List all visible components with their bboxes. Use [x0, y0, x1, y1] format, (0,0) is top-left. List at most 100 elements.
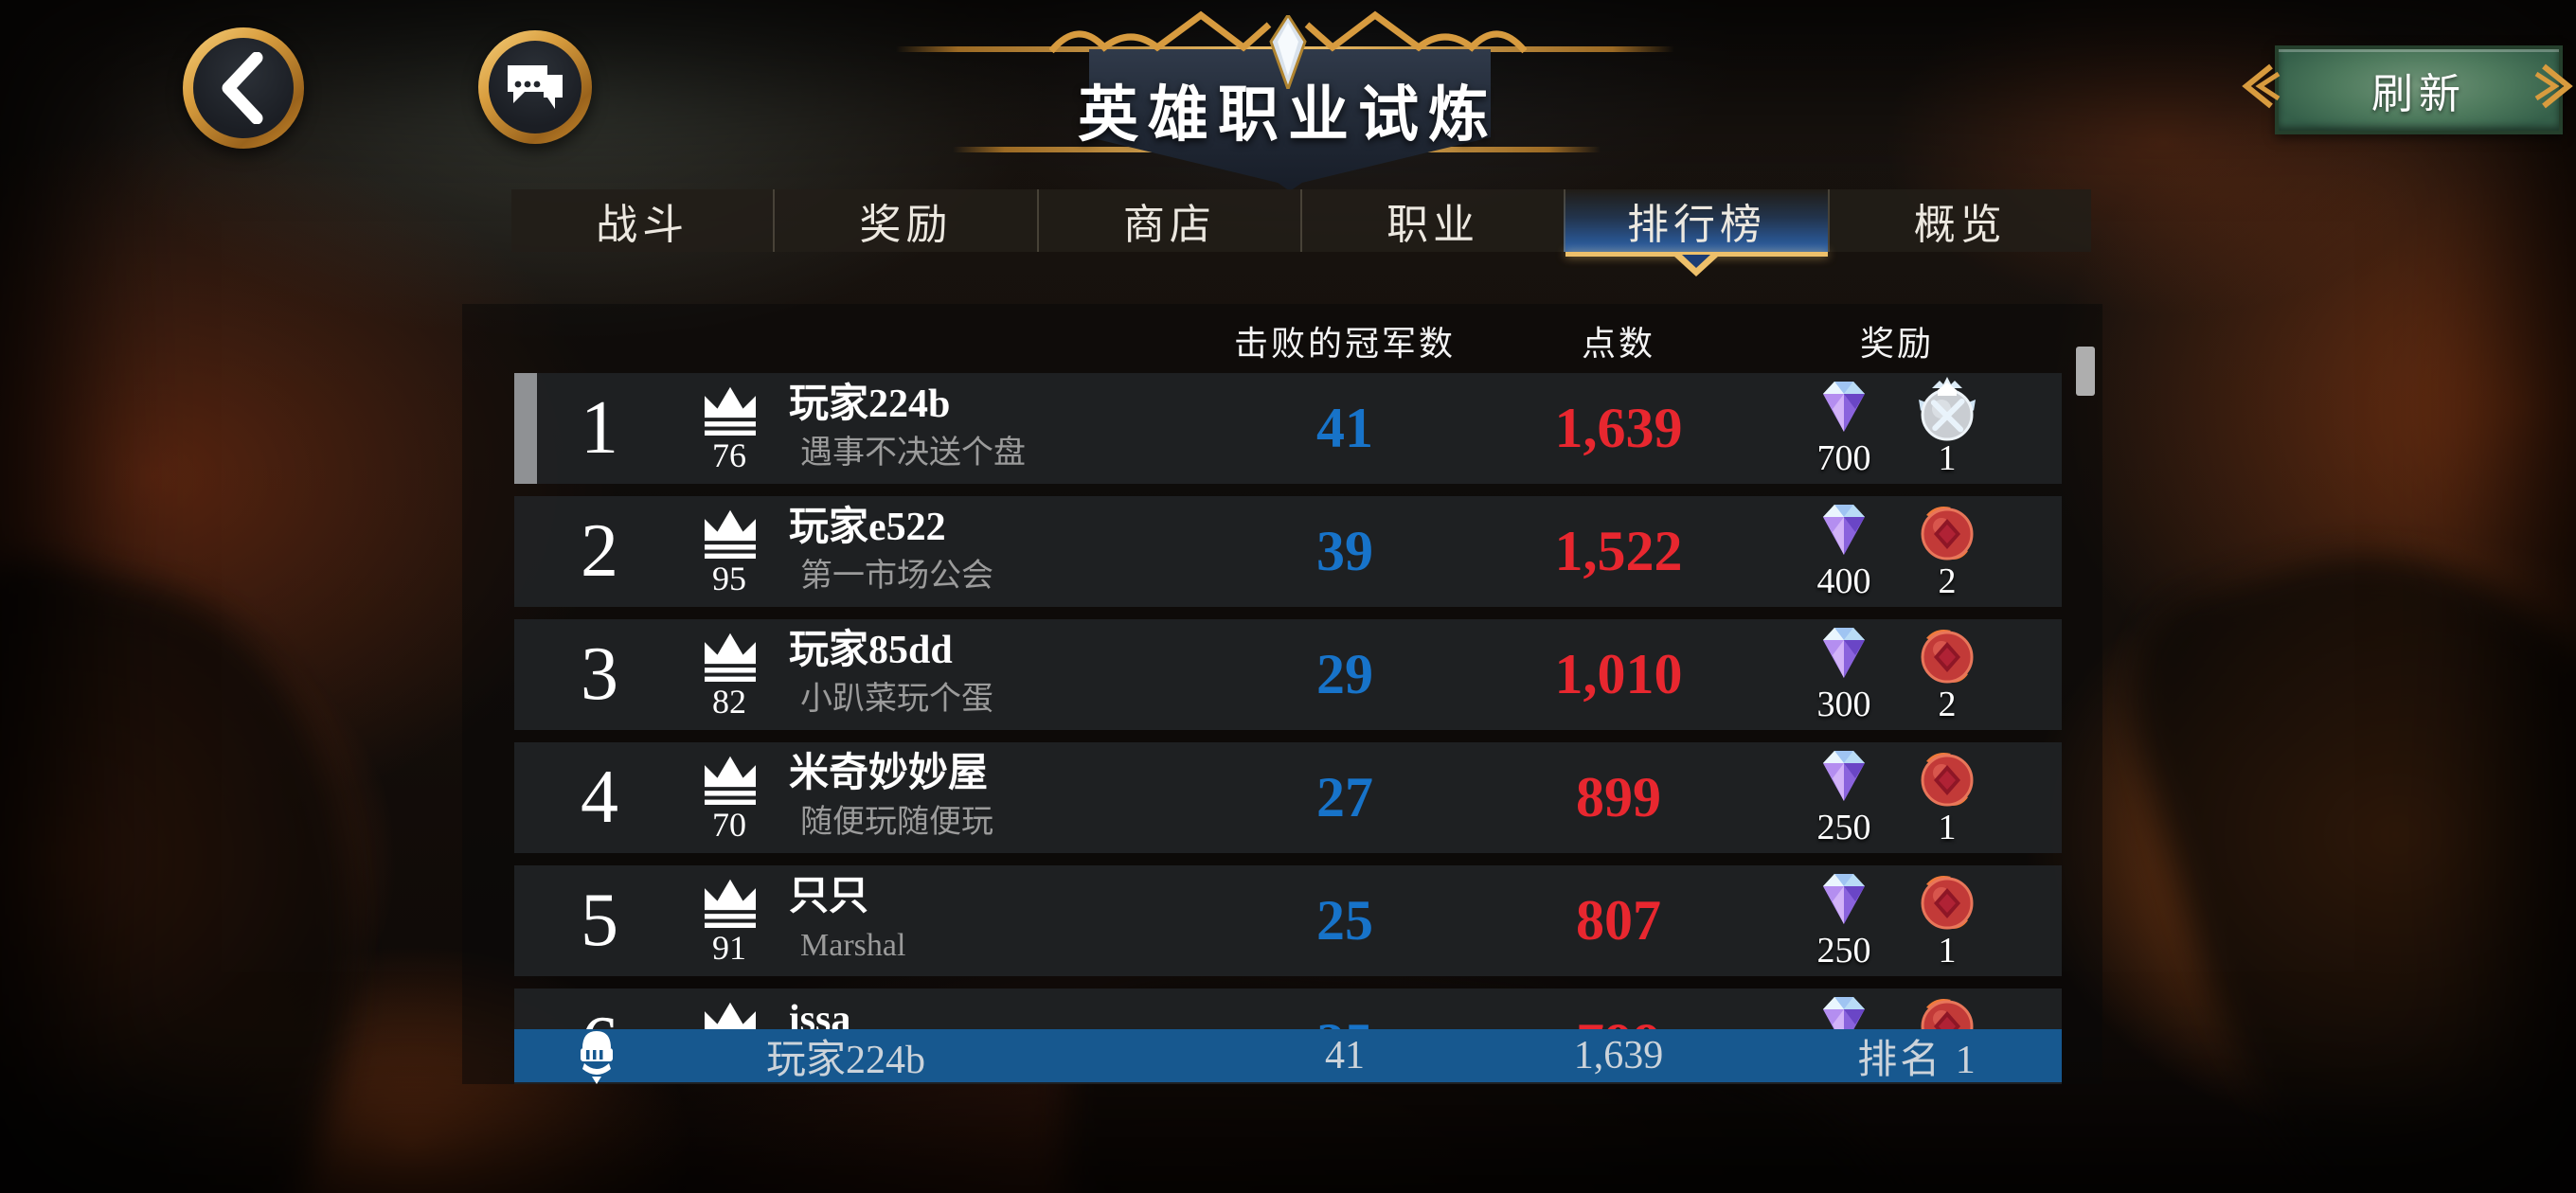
current-player-indicator [514, 373, 537, 484]
points-value: 1,522 [1554, 520, 1683, 582]
gem-amount: 300 [1816, 685, 1871, 724]
points-value: 899 [1576, 766, 1661, 828]
badge-count: 2 [1938, 561, 1957, 601]
rank-number: 3 [581, 632, 618, 716]
scrollbar-thumb[interactable] [2076, 347, 2095, 396]
purple-diamond-icon [1823, 505, 1865, 555]
purple-diamond-icon [1823, 382, 1865, 432]
badge-count: 1 [1938, 438, 1957, 478]
rank-number: 2 [581, 509, 618, 593]
gem-amount: 250 [1816, 808, 1871, 847]
gem-reward-cell: 250 [1797, 742, 1891, 853]
gem-reward-cell: 700 [1797, 373, 1891, 484]
defeated-count: 39 [1316, 520, 1373, 582]
guild-name: 遇事不决送个盘 [800, 436, 1026, 471]
chat-button[interactable] [478, 30, 592, 144]
guild-name: 第一市场公会 [800, 559, 993, 594]
purple-diamond-icon [1823, 874, 1865, 924]
summary-defeated: 41 [1325, 1034, 1365, 1077]
tab-label: 战斗 [596, 202, 689, 248]
points-value: 1,010 [1554, 643, 1683, 705]
table-row[interactable]: 1 76 玩家224b 遇事不决送个盘 41 1,639 700 [514, 373, 2062, 484]
tab-1[interactable]: 战斗 [511, 189, 773, 252]
gem-amount: 400 [1816, 561, 1871, 601]
back-button[interactable] [183, 27, 304, 149]
badge-count: 1 [1938, 931, 1957, 970]
red-flame-badge-icon [1921, 753, 1974, 807]
points-value: 1,639 [1554, 397, 1683, 459]
guild-name: 随便玩随便玩 [800, 805, 993, 840]
gem-reward-cell: 300 [1797, 619, 1891, 730]
my-rank-summary-bar[interactable]: 玩家224b 41 1,639 排名 1 [514, 1029, 2062, 1084]
table-row[interactable]: 4 70 米奇妙妙屋 随便玩随便玩 27 899 250 [514, 742, 2062, 853]
gem-amount: 250 [1816, 931, 1871, 970]
gem-reward-cell: 400 [1797, 496, 1891, 607]
back-chevron-icon [222, 52, 263, 124]
player-name: 米奇妙妙屋 [789, 752, 989, 795]
diamond-gem-icon [1269, 15, 1307, 89]
badge-reward-cell: 1 [1900, 742, 1995, 853]
badge-reward-cell: 2 [1900, 496, 1995, 607]
tab-bar: 战斗 奖励 商店 职业 排行榜 概览 [511, 189, 2091, 276]
refresh-label: 刷新 [2371, 71, 2466, 117]
player-name: 玩家224b [789, 383, 951, 426]
leaderboard-panel: 击败的冠军数 点数 奖励 1 76 玩家224b 遇事不决送个盘 41 1,63… [462, 304, 2102, 1084]
red-flame-badge-icon [1921, 876, 1974, 930]
player-level: 95 [712, 560, 746, 597]
tab-4[interactable]: 职业 [1299, 189, 1564, 252]
defeated-count: 41 [1316, 397, 1373, 459]
crown-icon [705, 756, 756, 805]
page-title: 英雄职业试炼 [1078, 80, 1498, 149]
tab-label: 商店 [1122, 202, 1216, 248]
summary-points: 1,639 [1573, 1034, 1664, 1077]
knight-helmet-icon [581, 1031, 613, 1084]
silver-champion-badge-icon [1919, 377, 1976, 441]
gold-chevron-ornament-icon [2534, 63, 2573, 109]
badge-count: 2 [1938, 685, 1957, 724]
tab-label: 概览 [1913, 202, 2007, 248]
badge-reward-cell: 1 [1900, 373, 1995, 484]
crown-icon [705, 386, 756, 436]
badge-reward-cell: 1 [1900, 865, 1995, 976]
tab-label: 职业 [1386, 202, 1480, 248]
red-flame-badge-icon [1921, 507, 1974, 561]
active-tab-pointer [1682, 255, 1711, 268]
tab-5[interactable]: 排行榜 [1564, 189, 1828, 276]
guild-name: Marshal [800, 928, 906, 963]
points-value: 807 [1576, 889, 1661, 952]
badge-count: 1 [1938, 808, 1957, 847]
summary-rank: 排名 1 [1857, 1038, 1978, 1082]
tab-label: 排行榜 [1626, 202, 1766, 248]
summary-player-name: 玩家224b [766, 1038, 926, 1082]
defeated-count: 27 [1316, 766, 1373, 828]
chat-bubbles-icon [508, 65, 563, 109]
purple-diamond-icon [1823, 751, 1865, 801]
table-row[interactable]: 3 82 玩家85dd 小趴菜玩个蛋 29 1,010 300 [514, 619, 2062, 730]
defeated-count: 25 [1316, 889, 1373, 952]
refresh-button[interactable]: 刷新 [2275, 45, 2563, 134]
crown-icon [705, 632, 756, 682]
banner-crest-icon [1049, 10, 1527, 54]
gem-amount: 700 [1816, 438, 1871, 478]
rank-number: 4 [581, 756, 618, 839]
tab-2[interactable]: 奖励 [773, 189, 1036, 252]
tab-label: 奖励 [859, 202, 953, 248]
player-name: 只只 [789, 875, 869, 918]
player-level: 82 [712, 683, 746, 721]
tab-3[interactable]: 商店 [1036, 189, 1300, 252]
tab-6[interactable]: 概览 [1827, 189, 2091, 252]
badge-reward-cell: 2 [1900, 619, 1995, 730]
gold-chevron-ornament-icon [2242, 63, 2281, 109]
rank-number: 5 [581, 879, 618, 962]
player-level: 70 [712, 806, 746, 844]
table-row[interactable]: 5 91 只只 Marshal 25 807 250 [514, 865, 2062, 976]
gem-reward-cell: 250 [1797, 865, 1891, 976]
player-level: 76 [712, 436, 746, 474]
crown-icon [705, 509, 756, 559]
purple-diamond-icon [1823, 628, 1865, 678]
player-name: 玩家e522 [789, 506, 946, 549]
column-header-rewards: 奖励 [1859, 324, 1934, 363]
defeated-count: 29 [1316, 643, 1373, 705]
table-row[interactable]: 2 95 玩家e522 第一市场公会 39 1,522 400 [514, 496, 2062, 607]
